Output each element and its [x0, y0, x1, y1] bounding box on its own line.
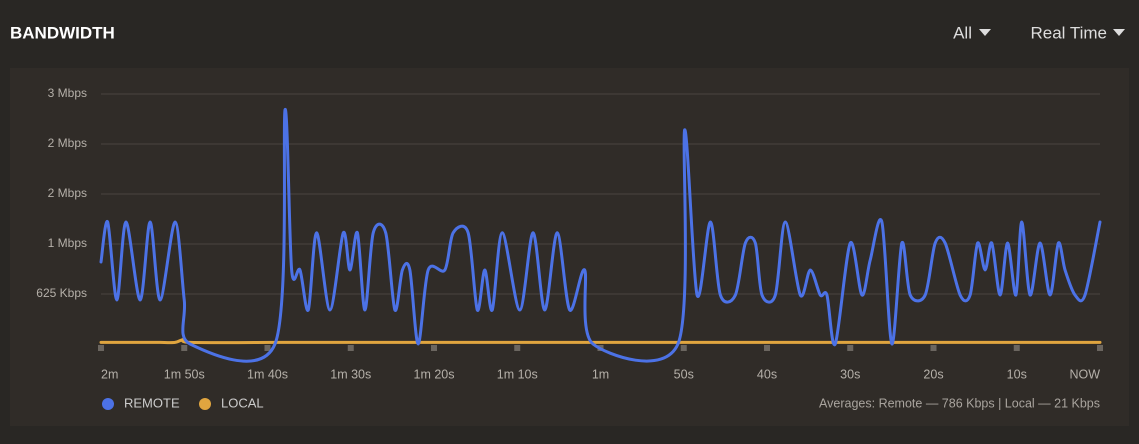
x-tick-label: 1m 10s [497, 367, 538, 381]
y-tick-label: 1 Mbps [48, 236, 87, 250]
x-tick-mark [347, 345, 354, 351]
averages-note: Averages: Remote — 786 Kbps | Local — 21… [819, 396, 1100, 410]
x-tick-label: 1m 20s [414, 367, 455, 381]
y-tick-label: 2 Mbps [48, 136, 87, 150]
x-tick-label: NOW [1069, 367, 1100, 381]
y-tick-label: 3 Mbps [48, 86, 87, 100]
x-tick-mark [680, 345, 687, 351]
x-tick-mark [181, 345, 188, 351]
x-tick-label: 10s [1007, 367, 1027, 381]
chart-panel [10, 68, 1129, 426]
x-tick-label: 50s [674, 367, 694, 381]
legend-label: LOCAL [221, 395, 264, 410]
range-dropdown[interactable]: Real Time [1030, 23, 1107, 42]
x-tick-label: 30s [840, 367, 860, 381]
x-tick-mark [930, 345, 937, 351]
x-tick-mark [431, 345, 437, 351]
x-tick-mark [1013, 345, 1020, 351]
x-tick-mark [1097, 345, 1103, 351]
x-tick-label: 1m 40s [247, 367, 288, 381]
legend-swatch [199, 398, 211, 410]
x-tick-mark [514, 345, 521, 351]
legend-label: REMOTE [124, 395, 180, 410]
x-tick-label: 2m [101, 367, 118, 381]
y-tick-label: 2 Mbps [48, 186, 87, 200]
series-line [99, 108, 1102, 363]
x-tick-label: 20s [923, 367, 943, 381]
x-tick-mark [98, 345, 104, 351]
y-tick-label: 625 Kbps [36, 286, 87, 300]
x-tick-label: 1m 50s [164, 367, 205, 381]
x-tick-label: 40s [757, 367, 777, 381]
x-tick-mark [847, 345, 854, 351]
x-tick-mark [264, 345, 271, 351]
dropdown-arrow[interactable] [1113, 29, 1125, 36]
x-tick-label: 1m 30s [330, 367, 371, 381]
dropdown-arrow[interactable] [979, 29, 991, 36]
series-line [99, 337, 1102, 345]
widget-title: BANDWIDTH [10, 23, 115, 42]
legend-swatch [102, 398, 114, 410]
filter-dropdown[interactable]: All [953, 23, 972, 42]
x-tick-label: 1m [592, 367, 609, 381]
x-tick-mark [764, 345, 770, 351]
plot: 625 Kbps 1 Mbps 2 Mbps 2 Mbps 3 Mbps 2m 1m 50s… [36, 86, 1103, 381]
